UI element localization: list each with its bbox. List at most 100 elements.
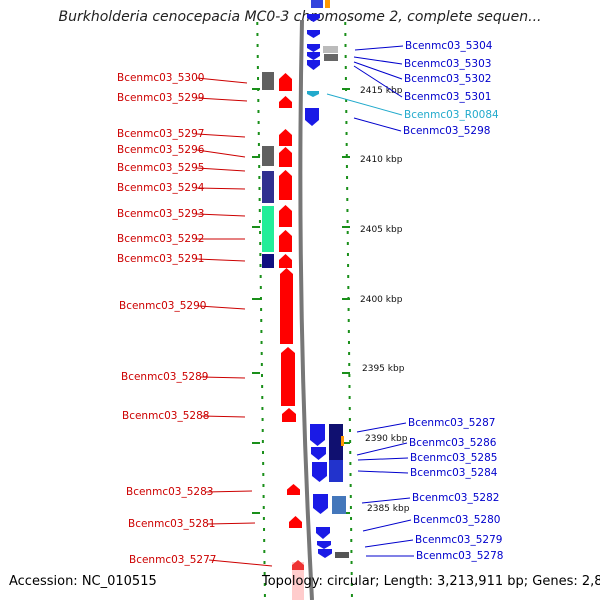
tick-dot-left xyxy=(257,132,260,135)
tick-dot-right xyxy=(344,44,347,47)
gene-feature-box xyxy=(262,171,274,203)
tick-dot-left xyxy=(259,231,262,234)
gene-label-left[interactable]: Bcenmc03_5288 xyxy=(122,410,209,422)
tick-mark-left xyxy=(252,156,260,158)
leader-line xyxy=(357,457,409,461)
tick-dot-right xyxy=(350,583,353,586)
tick-dot-left xyxy=(259,242,262,245)
gene-label-right[interactable]: Bcenmc03_5279 xyxy=(415,534,502,546)
gene-label-right[interactable]: Bcenmc03_5287 xyxy=(408,417,495,429)
tick-mark-left xyxy=(252,226,260,228)
tick-dot-left xyxy=(256,44,259,47)
gene-label-left[interactable]: Bcenmc03_5292 xyxy=(117,233,204,245)
tick-dot-left xyxy=(262,506,265,509)
tick-dot-right xyxy=(346,253,349,256)
forward-gene-arrow xyxy=(279,230,292,252)
tick-dot-left xyxy=(260,308,263,311)
gene-label-right[interactable]: Bcenmc03_5282 xyxy=(412,492,499,504)
tick-dot-right xyxy=(349,473,352,476)
leader-line xyxy=(362,519,412,532)
forward-gene-arrow xyxy=(279,254,292,268)
reverse-gene-arrow xyxy=(318,549,332,558)
tick-mark-right xyxy=(342,226,350,228)
gene-label-left[interactable]: Bcenmc03_5289 xyxy=(121,371,208,383)
gene-label-right[interactable]: Bcenmc03_5301 xyxy=(404,91,491,103)
tick-dot-right xyxy=(347,275,350,278)
forward-gene-arrow xyxy=(281,347,295,406)
tick-dot-left xyxy=(263,539,266,542)
tick-dot-right xyxy=(345,165,348,168)
tick-dot-right xyxy=(349,440,352,443)
gene-label-left[interactable]: Bcenmc03_5294 xyxy=(117,182,205,194)
scale-label-kbp: 2385 kbp xyxy=(367,504,410,514)
gene-label-left[interactable]: Bcenmc03_5277 xyxy=(129,554,216,566)
leader-line xyxy=(357,470,409,474)
tick-mark-right xyxy=(342,156,350,158)
gene-label-right[interactable]: Bcenmc03_5280 xyxy=(413,514,500,526)
gene-label-right[interactable]: Bcenmc03_5298 xyxy=(403,125,490,137)
tick-dot-left xyxy=(261,385,264,388)
gene-label-left[interactable]: Bcenmc03_5297 xyxy=(117,128,204,140)
scale-label-kbp: 2400 kbp xyxy=(360,295,403,305)
gene-label-left[interactable]: Bcenmc03_5300 xyxy=(117,72,204,84)
gene-feature-box xyxy=(329,424,343,460)
tick-dot-left xyxy=(258,176,261,179)
leader-line xyxy=(364,539,414,548)
tick-mark-right xyxy=(342,88,350,90)
tick-dot-left xyxy=(263,583,266,586)
gene-feature-box xyxy=(335,552,349,558)
forward-gene-arrow xyxy=(279,96,292,108)
tick-mark-left xyxy=(252,372,260,374)
gene-label-right[interactable]: Bcenmc03_5285 xyxy=(410,452,497,464)
forward-gene-faded xyxy=(292,562,304,600)
tick-dot-left xyxy=(260,330,263,333)
summary-text: Topology: circular; Length: 3,213,911 bp… xyxy=(262,574,600,589)
tick-dot-left xyxy=(262,473,265,476)
tick-dot-left xyxy=(263,528,266,531)
gene-label-left[interactable]: Bcenmc03_5291 xyxy=(117,253,204,265)
forward-gene-arrow xyxy=(282,408,296,422)
gene-label-right[interactable]: Bcenmc03_5284 xyxy=(410,467,498,479)
tick-dot-right xyxy=(345,99,348,102)
gene-feature-box xyxy=(329,460,343,482)
forward-gene-arrow xyxy=(279,170,292,200)
tick-dot-left xyxy=(261,429,264,432)
gene-label-right[interactable]: Bcenmc03_5278 xyxy=(416,550,503,562)
tick-dot-left xyxy=(257,99,260,102)
tick-dot-right xyxy=(349,484,352,487)
gene-label-right[interactable]: Bcenmc03_5302 xyxy=(404,73,491,85)
tick-dot-left xyxy=(262,451,265,454)
gene-label-left[interactable]: Bcenmc03_5290 xyxy=(119,300,206,312)
tick-dot-right xyxy=(347,341,350,344)
gene-label-right[interactable]: Bcenmc03_5304 xyxy=(405,40,493,52)
leader-line xyxy=(207,522,256,525)
gene-label-left[interactable]: Bcenmc03_5293 xyxy=(117,208,204,220)
tick-dot-right xyxy=(348,407,351,410)
tick-dot-right xyxy=(344,55,347,58)
forward-gene-arrow xyxy=(279,129,292,146)
tick-dot-left xyxy=(259,264,262,267)
gene-label-left[interactable]: Bcenmc03_5283 xyxy=(126,486,213,498)
reverse-gene-arrow xyxy=(305,108,319,126)
gene-label-right[interactable]: Bcenmc03_5286 xyxy=(409,437,497,449)
gene-label-left[interactable]: Bcenmc03_5295 xyxy=(117,162,204,174)
leader-line xyxy=(196,133,246,138)
forward-gene-arrow xyxy=(287,484,300,495)
tick-dot-left xyxy=(258,209,261,212)
scale-label-kbp: 2395 kbp xyxy=(362,364,405,374)
gene-label-right[interactable]: Bcenmc03_5303 xyxy=(404,58,491,70)
tick-dot-left xyxy=(261,396,264,399)
gene-label-left[interactable]: Bcenmc03_5296 xyxy=(117,144,205,156)
tick-dot-right xyxy=(348,352,351,355)
leader-line xyxy=(196,167,246,172)
tick-mark-left xyxy=(252,442,260,444)
tick-dot-left xyxy=(260,352,263,355)
tick-dot-right xyxy=(346,209,349,212)
gene-label-right[interactable]: Bcenmc03_R0084 xyxy=(404,109,499,121)
tick-dot-right xyxy=(344,77,347,80)
tick-dot-right xyxy=(346,231,349,234)
gene-label-left[interactable]: Bcenmc03_5281 xyxy=(128,518,215,530)
gene-label-left[interactable]: Bcenmc03_5299 xyxy=(117,92,204,104)
tick-dot-right xyxy=(347,308,350,311)
